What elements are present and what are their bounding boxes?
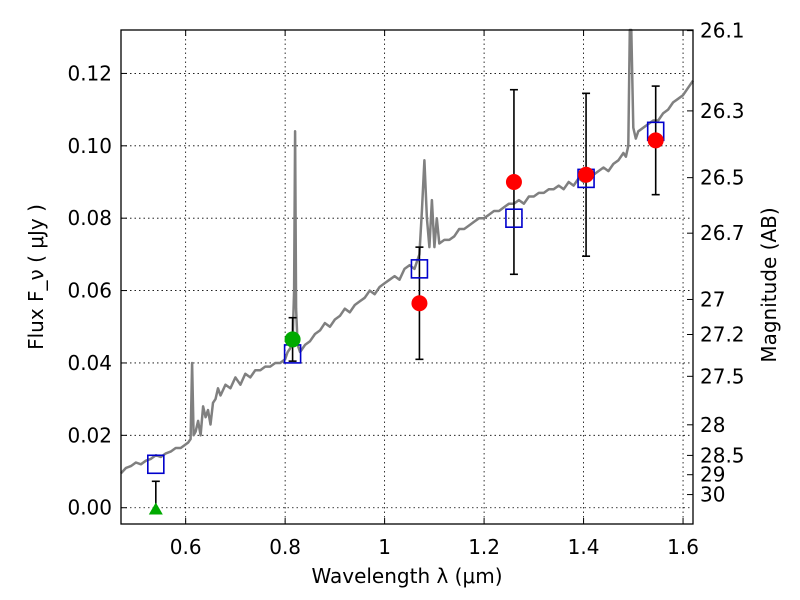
- marker-layer: [147, 121, 665, 515]
- right-tick-label: 29: [700, 463, 725, 487]
- grid: [121, 30, 693, 524]
- x-tick-label: 1.2: [468, 535, 500, 559]
- observed-point: [505, 174, 522, 190]
- x-tick-label: 1: [378, 535, 391, 559]
- y-tick-label: 0.08: [67, 206, 112, 230]
- right-tick-label: 26.3: [700, 99, 745, 123]
- model-photometry-square: [147, 454, 165, 475]
- spectrum-line: [120, 28, 695, 475]
- y-axis-label: Flux F_ν ( μJy ): [24, 204, 48, 350]
- y-tick-label: 0.12: [67, 61, 112, 85]
- y-tick-label: 0.10: [67, 134, 112, 158]
- right-tick-label: 27: [700, 287, 725, 311]
- y-tick-label: 0.00: [67, 496, 112, 520]
- right-tick-label: 28: [700, 413, 725, 437]
- x-axis-label: Wavelength λ (μm): [311, 564, 502, 588]
- spectrum-layer: [120, 28, 695, 475]
- observed-point: [411, 295, 428, 312]
- x-tick-label: 0.8: [269, 535, 301, 559]
- observed-point: [578, 166, 595, 183]
- right-tick-label: 30: [700, 483, 725, 507]
- x-tick-label: 1.6: [667, 535, 699, 559]
- right-tick-label: 26.1: [700, 19, 745, 43]
- right-tick-label: 28.5: [700, 443, 745, 467]
- tick-layer: 0.6 0.8 1 1.2 1.4 1.6 0.00 0.02 0.04 0.06 0.08 0.10…: [67, 19, 744, 559]
- y-tick-label: 0.06: [67, 279, 112, 303]
- right-tick-label: 26.5: [700, 166, 745, 190]
- right-tick-label: 27.5: [700, 364, 745, 388]
- y-tick-label: 0.02: [67, 423, 112, 447]
- model-photometry-square: [410, 259, 429, 279]
- x-tick-label: 1.4: [568, 535, 600, 559]
- y-tick-label: 0.04: [67, 351, 112, 375]
- observed-point: [647, 132, 664, 149]
- right-axis-label: Magnitude (AB): [757, 207, 781, 362]
- right-tick-label: 27.2: [700, 322, 745, 346]
- model-photometry-square: [505, 208, 523, 228]
- right-tick-label: 26.7: [700, 221, 745, 245]
- observed-point: [284, 331, 301, 348]
- upper-limit-triangle: [148, 502, 163, 515]
- x-tick-label: 0.6: [170, 535, 202, 559]
- plot-frame: [120, 29, 694, 525]
- plot-background: [121, 30, 693, 524]
